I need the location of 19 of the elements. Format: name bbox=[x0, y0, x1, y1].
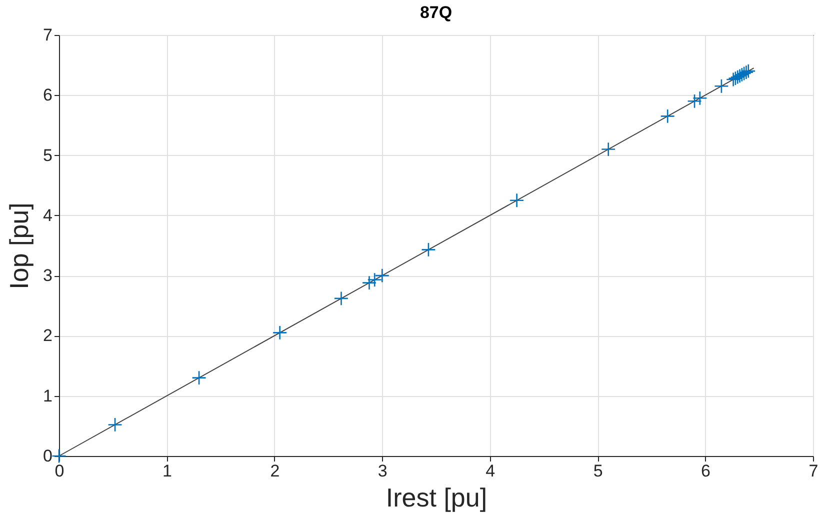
y-tick-label: 3 bbox=[43, 266, 52, 286]
x-tick-label: 3 bbox=[378, 462, 388, 480]
x-tick-label: 2 bbox=[270, 462, 280, 480]
y-tick-label: 4 bbox=[43, 206, 52, 225]
x-tick-label: 6 bbox=[701, 462, 711, 480]
y-axis-title: Iop [pu] bbox=[4, 202, 34, 290]
y-tick-label: 2 bbox=[43, 326, 52, 346]
y-tick-label: 0 bbox=[43, 446, 52, 466]
y-tick-label: 5 bbox=[43, 146, 52, 165]
chart-title: 87Q bbox=[420, 3, 452, 22]
y-tick-label: 7 bbox=[43, 26, 52, 44]
x-tick-label: 0 bbox=[54, 462, 64, 480]
y-tick-label: 1 bbox=[43, 386, 52, 406]
x-tick-label: 5 bbox=[593, 462, 603, 480]
x-tick-label: 4 bbox=[486, 462, 496, 480]
x-tick-label: 1 bbox=[162, 462, 172, 480]
x-tick-label: 7 bbox=[808, 462, 818, 480]
y-tick-label: 6 bbox=[43, 86, 52, 105]
x-axis-title: Irest [pu] bbox=[386, 482, 488, 512]
